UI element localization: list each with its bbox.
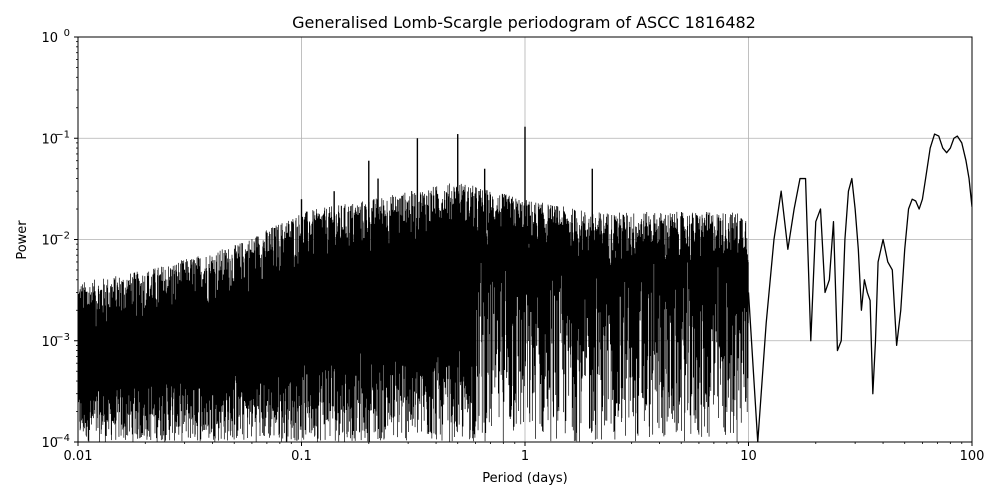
x-tick-label: 100	[960, 449, 985, 464]
plot-area	[78, 126, 972, 442]
x-tick-label: 1	[521, 449, 529, 464]
chart-title: Generalised Lomb-Scargle periodogram of …	[292, 13, 756, 32]
x-axis-ticks: 0.01 0.1 1 10 100	[64, 442, 985, 464]
x-tick-label: 0.01	[64, 449, 93, 464]
y-tick-label: 10 0	[41, 28, 70, 46]
y-tick-label: 10−2	[41, 231, 70, 249]
y-axis-ticks: 10−410−310−210−110 0	[41, 28, 78, 451]
x-tick-label: 10	[740, 449, 757, 464]
y-axis-label: Power	[15, 220, 30, 260]
y-tick-label: 10−3	[41, 332, 70, 350]
x-axis-label: Period (days)	[482, 471, 568, 486]
periodogram-noise-series	[78, 183, 749, 442]
y-tick-label: 10−1	[41, 129, 70, 147]
periodogram-long-period-series	[747, 133, 972, 442]
x-tick-label: 0.1	[291, 449, 312, 464]
